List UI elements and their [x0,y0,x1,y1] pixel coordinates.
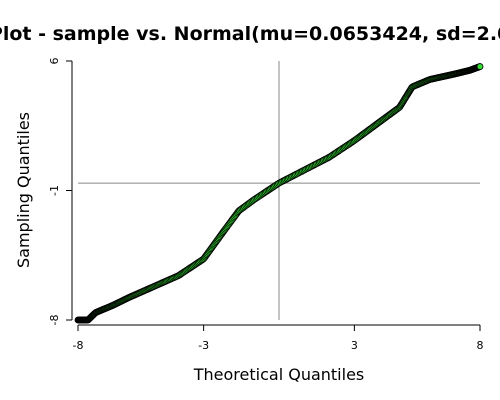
y-axis-label: Sampling Quantiles [14,112,33,268]
x-tick-label: 8 [477,339,484,352]
x-tick-label: -3 [198,339,209,352]
x-tick-label: 3 [351,339,358,352]
x-axis-label: Theoretical Quantiles [193,365,365,384]
y-ticks: -8 -1 6 [48,58,72,326]
x-ticks: -8 -3 3 8 [73,325,484,352]
data-point [476,63,484,70]
axes: -8 -3 3 8 -8 -1 6 [48,58,484,353]
y-tick-label: -1 [48,185,61,196]
x-tick-label: -8 [73,339,84,352]
y-tick-label: 6 [48,58,61,65]
chart-title: QQ Plot - sample vs. Normal(mu=0.0653424… [0,23,500,45]
reference-lines [78,61,480,320]
data-points [74,63,484,324]
y-tick-label: -8 [48,315,61,326]
